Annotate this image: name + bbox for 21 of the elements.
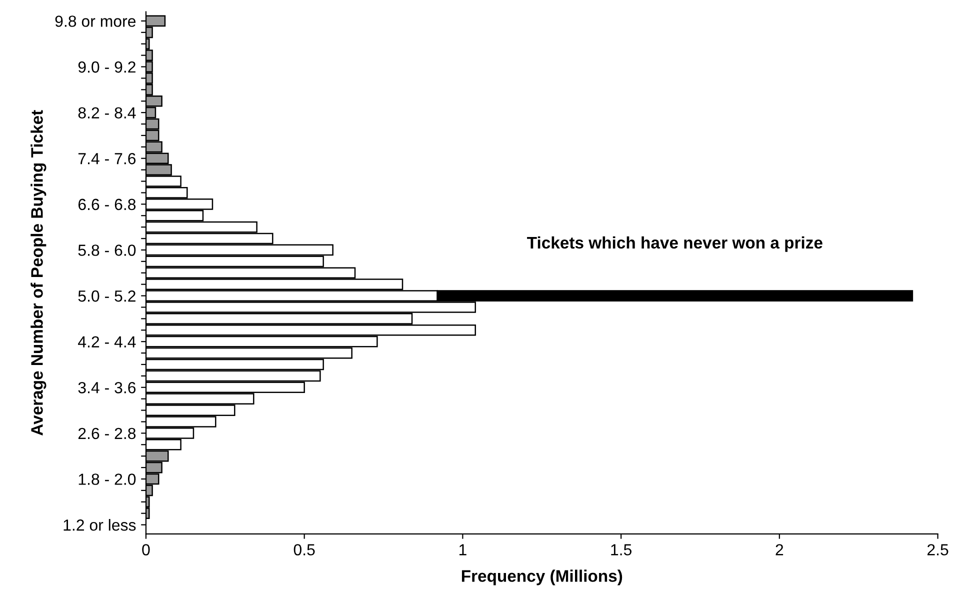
y-tick-label: 9.0 - 9.2 xyxy=(78,61,136,73)
y-tick-label: 1.2 or less xyxy=(64,519,136,531)
y-tick-label: 8.2 - 8.4 xyxy=(78,107,136,119)
y-tick-label: 5.0 - 5.2 xyxy=(78,290,136,302)
y-axis-title: Average Number of People Buying Ticket xyxy=(30,110,46,436)
x-tick-label: 1.5 xyxy=(611,544,632,556)
y-tick-label: 5.8 - 6.0 xyxy=(78,244,136,256)
annotation: Tickets which have never won a prize xyxy=(527,236,822,252)
y-tick-label: 4.2 - 4.4 xyxy=(78,336,136,348)
y-tick-label: 3.4 - 3.6 xyxy=(78,382,136,394)
x-tick-label: 1 xyxy=(459,544,466,556)
y-tick-label: 9.8 or more xyxy=(55,16,136,27)
y-tick-label: 1.8 - 2.0 xyxy=(78,474,136,485)
x-tick-label: 0.5 xyxy=(294,544,315,556)
y-tick-label: 7.4 - 7.6 xyxy=(78,153,136,164)
x-tick-label: 2 xyxy=(776,544,784,556)
x-tick-label: 2.5 xyxy=(927,544,948,556)
y-tick-label: 2.6 - 2.8 xyxy=(78,428,136,440)
y-tick-label: 6.6 - 6.8 xyxy=(78,198,136,210)
x-tick-label: 0 xyxy=(142,544,150,556)
x-axis-title: Frequency (Millions) xyxy=(462,570,622,586)
